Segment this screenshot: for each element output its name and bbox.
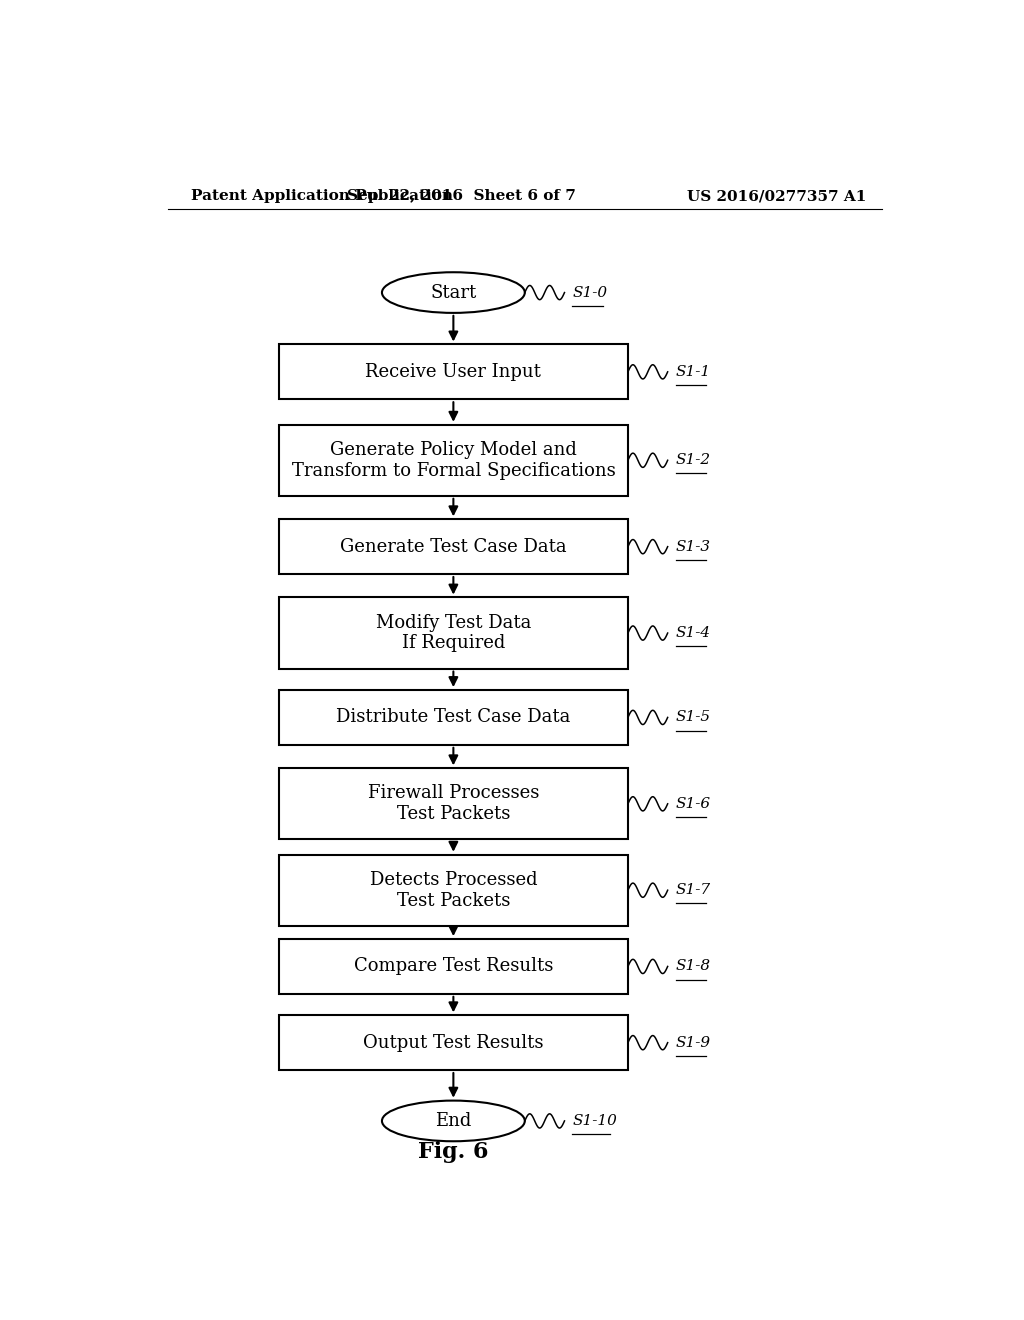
Text: S1-7: S1-7 [676,883,711,898]
Text: S1-3: S1-3 [676,540,711,553]
FancyBboxPatch shape [279,690,628,744]
FancyBboxPatch shape [279,345,628,399]
Text: S1-0: S1-0 [572,285,607,300]
Text: Patent Application Publication: Patent Application Publication [191,189,454,203]
Text: US 2016/0277357 A1: US 2016/0277357 A1 [687,189,866,203]
Text: End: End [435,1111,472,1130]
FancyBboxPatch shape [279,854,628,925]
Ellipse shape [382,272,524,313]
Text: S1-4: S1-4 [676,626,711,640]
Text: Receive User Input: Receive User Input [366,363,542,381]
FancyBboxPatch shape [279,939,628,994]
Text: Start: Start [430,284,476,301]
Text: S1-10: S1-10 [572,1114,617,1127]
FancyBboxPatch shape [279,598,628,669]
Text: Generate Policy Model and
Transform to Formal Specifications: Generate Policy Model and Transform to F… [292,441,615,479]
Text: Firewall Processes
Test Packets: Firewall Processes Test Packets [368,784,539,824]
FancyBboxPatch shape [279,425,628,496]
Text: S1-1: S1-1 [676,364,711,379]
Text: S1-2: S1-2 [676,453,711,467]
Text: S1-9: S1-9 [676,1036,711,1049]
Text: Distribute Test Case Data: Distribute Test Case Data [336,709,570,726]
Text: Fig. 6: Fig. 6 [418,1140,488,1163]
Text: S1-8: S1-8 [676,960,711,973]
FancyBboxPatch shape [279,1015,628,1071]
FancyBboxPatch shape [279,768,628,840]
FancyBboxPatch shape [279,519,628,574]
Ellipse shape [382,1101,524,1142]
Text: Output Test Results: Output Test Results [364,1034,544,1052]
Text: Detects Processed
Test Packets: Detects Processed Test Packets [370,871,538,909]
Text: Modify Test Data
If Required: Modify Test Data If Required [376,614,531,652]
Text: S1-6: S1-6 [676,797,711,810]
Text: Generate Test Case Data: Generate Test Case Data [340,537,566,556]
Text: Compare Test Results: Compare Test Results [353,957,553,975]
Text: S1-5: S1-5 [676,710,711,725]
Text: Sep. 22, 2016  Sheet 6 of 7: Sep. 22, 2016 Sheet 6 of 7 [347,189,575,203]
